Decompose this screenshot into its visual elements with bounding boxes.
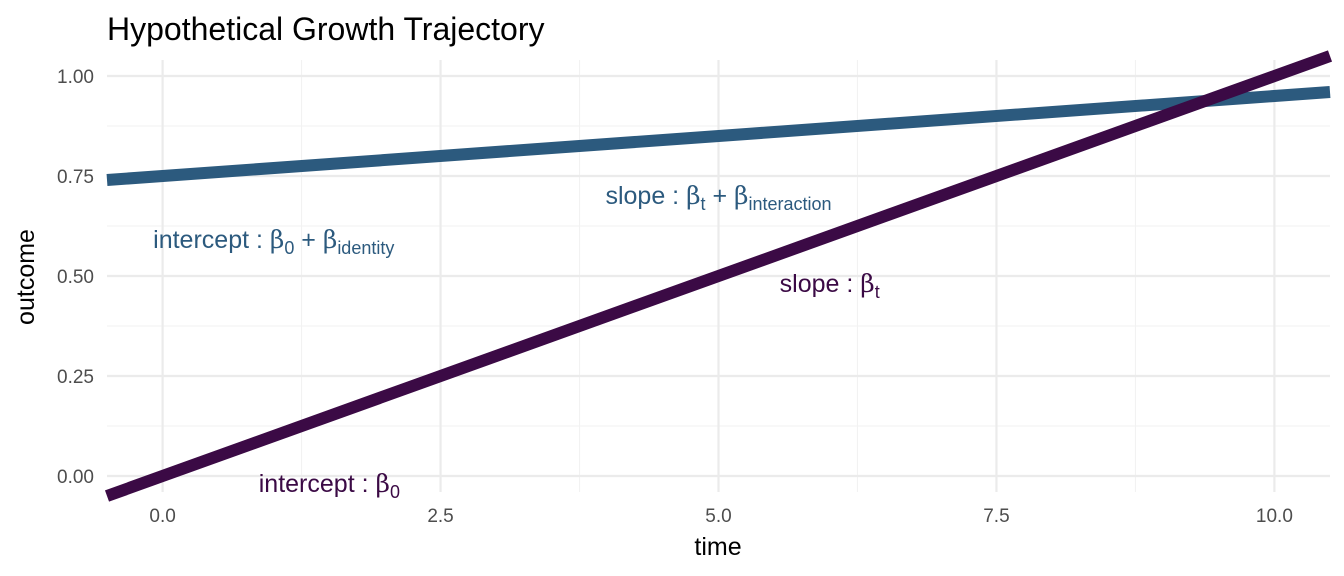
annotation-2: slope : βt + βinteraction [605,181,831,214]
x-axis-ticks: 0.0 2.5 5.0 7.5 10.0 [149,506,1293,527]
y-axis-ticks: 0.00 0.25 0.50 0.75 1.00 [57,67,94,488]
y-tick-label: 0.00 [57,467,94,488]
y-tick-label: 1.00 [57,67,94,88]
y-tick-label: 0.25 [57,367,94,388]
annotation-3: slope : βt [780,269,880,302]
x-tick-label: 2.5 [427,506,453,527]
annotations: intercept : β0 + βidentity slope : βt + β… [153,181,880,502]
x-tick-label: 10.0 [1256,506,1293,527]
y-axis-title: outcome [12,229,40,325]
y-tick-label: 0.50 [57,267,94,288]
y-tick-label: 0.75 [57,167,94,188]
annotation-1: intercept : β0 + βidentity [153,225,394,258]
x-tick-label: 7.5 [983,506,1009,527]
chart-title: Hypothetical Growth Trajectory [107,11,545,47]
x-tick-label: 0.0 [149,506,175,527]
annotation-4: intercept : β0 [259,469,400,502]
x-tick-label: 5.0 [705,506,731,527]
series-line-2 [104,50,1333,502]
x-axis-title: time [694,533,741,561]
series-layer [104,50,1333,502]
series-line-1 [106,86,1331,186]
